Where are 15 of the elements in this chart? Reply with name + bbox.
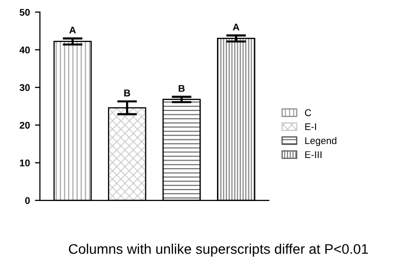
legend-label: E-III (305, 151, 322, 158)
text: Columns with unlike superscripts differ at P<0.01 (68, 244, 368, 257)
annotation: B (178, 85, 185, 92)
annotation: A (69, 26, 76, 34)
y-tick-label: 20 (20, 122, 30, 129)
annotation: A (232, 24, 240, 30)
y-tick-label: 40 (20, 46, 30, 54)
y-tick-label: 50 (20, 8, 30, 16)
y-tick-label: 0 (25, 197, 30, 204)
annotation: B (124, 90, 130, 96)
legend-label: E-I (305, 123, 316, 130)
y-tick-label: 30 (20, 84, 30, 92)
legend-label: Legend (305, 136, 336, 146)
legend-label: C (304, 109, 312, 116)
y-tick-label: 10 (20, 159, 30, 166)
